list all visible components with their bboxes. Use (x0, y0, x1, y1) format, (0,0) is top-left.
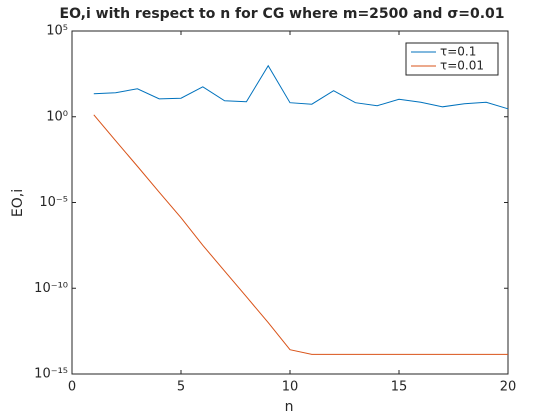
y-tick-label: 10⁻¹⁰ (34, 281, 68, 296)
x-tick-label: 20 (500, 380, 517, 395)
x-tick-label: 0 (68, 380, 76, 395)
y-tick-label: 10⁻¹⁵ (34, 367, 68, 382)
legend-box (405, 42, 499, 76)
legend-label: τ=0.1 (440, 45, 476, 59)
series-line (93, 64, 509, 110)
legend-label: τ=0.01 (440, 59, 484, 73)
y-tick-label: 10⁰ (46, 109, 68, 124)
y-axis-label: EO,i (10, 189, 26, 217)
x-tick-label: 10 (282, 380, 299, 395)
y-tick-label: 10⁵ (46, 24, 68, 39)
y-tick-label: 10⁻⁵ (39, 195, 68, 210)
chart-title: EO,i with respect to n for CG where m=25… (60, 6, 505, 22)
plot-area (71, 30, 509, 375)
x-tick-label: 5 (177, 380, 185, 395)
x-tick-label: 15 (391, 380, 408, 395)
x-axis-label: n (285, 399, 294, 415)
series-line (93, 114, 508, 355)
